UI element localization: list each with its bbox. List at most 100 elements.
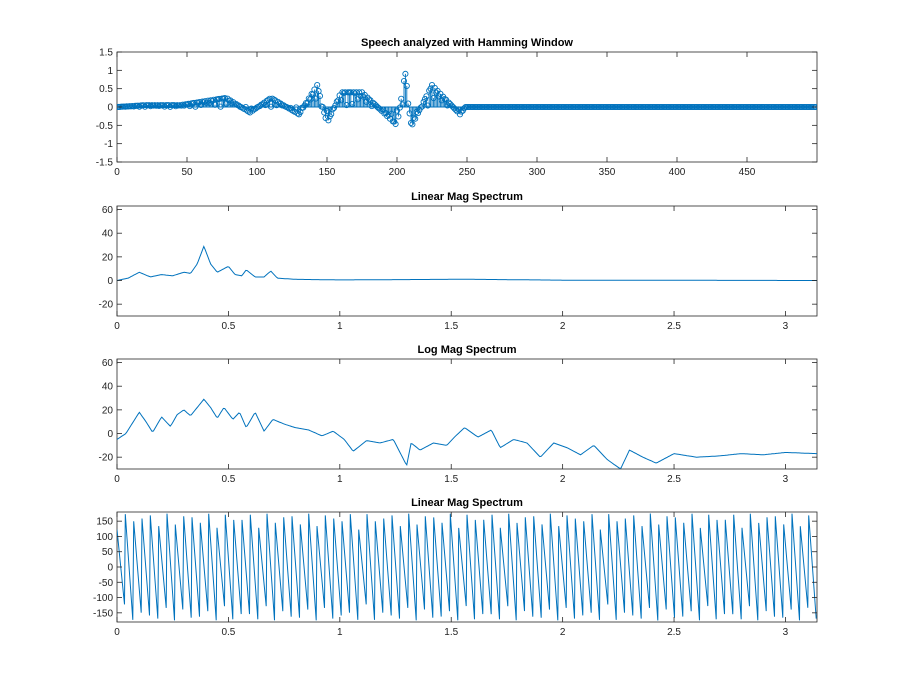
x-tick-label: 300 (529, 167, 546, 178)
y-tick-label: 0 (107, 103, 113, 114)
stem-marker (209, 97, 216, 104)
stem-marker (297, 109, 304, 116)
x-tick-label: 100 (249, 167, 266, 178)
x-tick-label: 0 (114, 321, 120, 332)
stem-marker (433, 89, 440, 96)
x-tick-label: 1 (337, 627, 343, 638)
y-tick-label: 1.5 (99, 48, 113, 59)
stem-marker (405, 100, 412, 107)
series-line (117, 245, 817, 281)
stem-marker (325, 117, 332, 124)
y-tick-label: 0 (107, 563, 113, 574)
x-tick-label: 2.5 (667, 321, 681, 332)
stem-marker (360, 93, 367, 100)
axes-box (116, 358, 818, 470)
stem-marker (178, 102, 185, 109)
subplot-speech-stem: 0 50 100 150 200 250 300 350 400 450 -1.5 -1 -0.5 0 0.… (96, 37, 818, 178)
y-tick-label: 40 (102, 382, 114, 393)
x-tick-label: 2 (560, 321, 566, 332)
y-tick-label: 0.5 (99, 84, 113, 95)
stem-marker (410, 114, 417, 121)
x-tick-label: 350 (599, 167, 616, 178)
x-tick-label: 1.5 (444, 627, 458, 638)
y-tick-label: 40 (102, 229, 114, 240)
y-tick-label: 60 (102, 205, 114, 216)
stem-marker (402, 70, 409, 77)
x-tick-label: 0 (114, 627, 120, 638)
stem-marker (351, 90, 359, 97)
y-tick-label: 150 (96, 517, 113, 528)
chart-title: Linear Mag Spectrum (411, 191, 523, 203)
plot-area (117, 245, 817, 281)
stem-marker (414, 110, 422, 117)
stem-marker (239, 105, 247, 112)
x-tick-label: 1.5 (444, 321, 458, 332)
y-tick-label: 1 (107, 66, 113, 77)
x-tick-label: 3 (783, 321, 789, 332)
y-tick-label: 0 (107, 276, 113, 287)
x-tick-label: 200 (389, 167, 406, 178)
x-tick-label: 0 (114, 474, 120, 485)
stem-marker (407, 119, 415, 127)
x-tick-label: 400 (669, 167, 686, 178)
stem-marker (392, 120, 399, 128)
y-tick-label: -50 (99, 578, 114, 589)
y-tick-label: -150 (93, 608, 113, 619)
y-tick-label: -100 (93, 593, 113, 604)
y-tick-label: 50 (102, 547, 114, 558)
stem-marker (385, 111, 392, 118)
x-tick-label: 0.5 (221, 321, 235, 332)
x-tick-label: 150 (319, 167, 336, 178)
x-tick-label: 1.5 (444, 474, 458, 485)
plot-area (117, 513, 817, 621)
stem-marker (421, 96, 429, 103)
x-tick-label: 0.5 (221, 474, 235, 485)
y-tick-label: -1 (104, 139, 113, 150)
chart-title: Linear Mag Spectrum (411, 497, 523, 509)
plot-area (117, 70, 817, 128)
stem-marker (395, 113, 402, 120)
y-tick-label: 20 (102, 252, 114, 263)
plot-area (117, 398, 817, 469)
stem-marker (314, 81, 321, 89)
stem-marker (316, 92, 324, 100)
stem-marker (409, 121, 416, 128)
y-tick-label: -1.5 (96, 158, 114, 169)
y-tick-label: -20 (99, 453, 114, 464)
x-tick-label: 0.5 (221, 627, 235, 638)
y-tick-label: 20 (102, 405, 114, 416)
stem-marker (427, 85, 434, 92)
y-tick-label: 60 (102, 358, 114, 369)
x-tick-label: 3 (783, 474, 789, 485)
stem-marker (357, 92, 364, 100)
stem-marker (412, 115, 419, 122)
x-tick-label: 1 (337, 474, 343, 485)
stem-marker (403, 82, 410, 89)
series-line (117, 513, 817, 621)
chart-title: Log Mag Spectrum (417, 344, 516, 356)
axes-box (116, 205, 818, 317)
y-tick-label: 0 (107, 429, 113, 440)
x-tick-label: 2 (560, 474, 566, 485)
stem-marker (400, 77, 408, 85)
stem-marker (200, 99, 207, 106)
chart-title: Speech analyzed with Hamming Window (361, 37, 573, 49)
x-tick-label: 2 (560, 627, 566, 638)
series-line (117, 398, 817, 469)
subplot-linear-mag-spectrum-2: 0 0.5 1 1.5 2 2.5 3 -150 -100 -50 0 50 100 150 Linear … (93, 497, 818, 638)
x-tick-label: 2.5 (667, 627, 681, 638)
y-tick-label: -20 (99, 300, 114, 311)
stem-marker (461, 105, 468, 112)
x-tick-label: 2.5 (667, 474, 681, 485)
y-tick-label: 100 (96, 532, 113, 543)
x-tick-label: 50 (181, 167, 193, 178)
stem-marker (365, 96, 373, 103)
y-tick-label: -0.5 (96, 121, 114, 132)
x-tick-label: 3 (783, 627, 789, 638)
x-tick-label: 250 (459, 167, 476, 178)
x-tick-label: 450 (739, 167, 756, 178)
x-tick-label: 0 (114, 167, 120, 178)
